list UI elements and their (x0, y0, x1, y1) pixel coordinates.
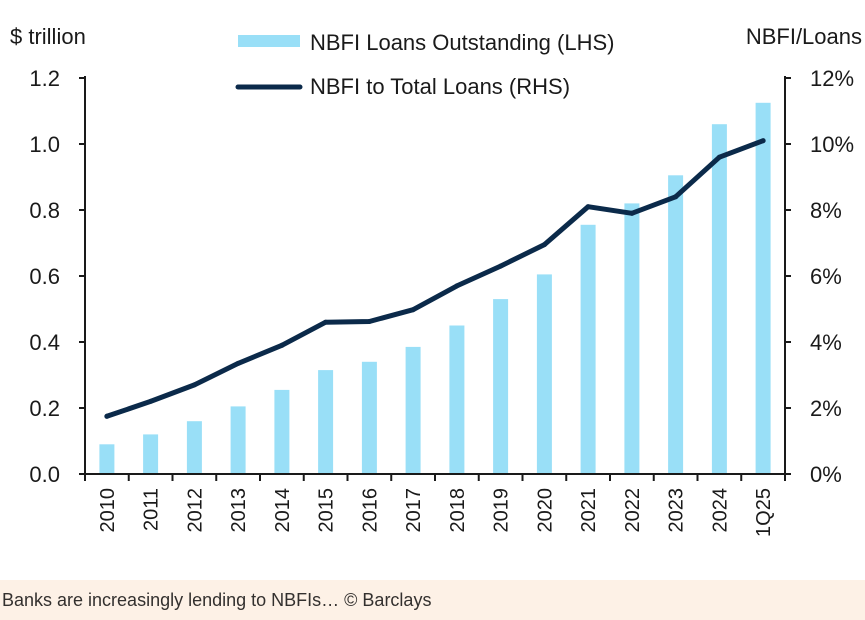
legend-line-label: NBFI to Total Loans (RHS) (310, 74, 570, 99)
series-line-nbfi-to-total-loans (104, 138, 766, 419)
x-tick-label: 2015 (316, 488, 338, 533)
left-tick-label: 0.6 (29, 264, 60, 289)
bar-2023 (668, 175, 684, 475)
right-tick-label: 8% (810, 198, 842, 223)
caption-bar: Banks are increasingly lending to NBFIs…… (0, 580, 865, 620)
x-tick-label: 2010 (97, 488, 119, 533)
left-axis-title: $ trillion (10, 24, 86, 49)
legend-bar-label: NBFI Loans Outstanding (LHS) (310, 30, 614, 55)
line-point-2023 (673, 194, 679, 200)
x-tick-label: 2024 (709, 488, 731, 533)
x-tick-label: 2011 (141, 488, 163, 531)
line-point-2019 (498, 263, 504, 269)
line-point-2010 (104, 413, 110, 419)
x-tick-label: 2021 (578, 488, 600, 533)
right-tick-label: 10% (810, 132, 854, 157)
line-point-2021 (585, 204, 591, 210)
bar-2016 (361, 361, 377, 474)
right-tick-label: 6% (810, 264, 842, 289)
legend-bar-swatch (238, 35, 300, 47)
bar-2024 (711, 124, 727, 474)
right-tick-label: 0% (810, 462, 842, 487)
bar-2014 (274, 389, 290, 474)
x-tick-label: 2023 (666, 488, 688, 533)
x-tick-label: 2019 (491, 488, 513, 533)
line-point-2016 (366, 319, 372, 324)
x-tick-label: 2018 (447, 488, 469, 533)
bar-2013 (230, 406, 246, 474)
line-point-2013 (235, 360, 241, 366)
bar-2012 (186, 421, 202, 474)
x-tick-label: 2017 (403, 488, 425, 533)
right-axis-title: NBFI/Loans (746, 24, 862, 49)
left-tick-label: 1.2 (29, 66, 60, 91)
right-tick-label: 2% (810, 396, 842, 421)
line-point-2022 (629, 210, 635, 216)
line-point-2024 (716, 154, 722, 160)
bar-2011 (143, 434, 159, 474)
right-tick-label: 4% (810, 330, 842, 355)
bar-2021 (580, 224, 596, 474)
line-point-2020 (541, 242, 547, 248)
left-tick-label: 1.0 (29, 132, 60, 157)
bar-2015 (318, 370, 334, 474)
x-tick-label: 2020 (534, 488, 556, 533)
left-tick-label: 0.4 (29, 330, 60, 355)
x-tick-label: 2022 (622, 488, 644, 533)
bar-1Q25 (755, 102, 771, 475)
right-tick-label: 12% (810, 66, 854, 91)
x-tick-label: 2013 (228, 488, 250, 533)
chart: $ trillion NBFI/Loans NBFI Loans Outstan… (10, 24, 862, 537)
bar-2010 (99, 444, 115, 474)
bar-2017 (405, 346, 421, 474)
line-point-2017 (410, 307, 416, 313)
line-point-2014 (279, 342, 285, 348)
bar-2020 (536, 274, 552, 474)
left-tick-label: 0.2 (29, 396, 60, 421)
x-tick-label: 1Q25 (753, 488, 775, 537)
bar-2022 (624, 203, 640, 474)
line-point-1Q25 (760, 138, 766, 144)
x-tick-label: 2014 (272, 488, 294, 533)
left-tick-label: 0.0 (29, 462, 60, 487)
left-tick-label: 0.8 (29, 198, 60, 223)
line-point-2015 (323, 319, 329, 325)
x-tick-label: 2016 (359, 488, 381, 533)
line-point-2018 (454, 283, 460, 289)
bar-2019 (493, 299, 509, 474)
bar-2018 (449, 325, 465, 474)
line-point-2012 (191, 382, 197, 388)
line-point-2011 (148, 398, 154, 404)
x-tick-label: 2012 (184, 488, 206, 533)
caption-text: Banks are increasingly lending to NBFIs…… (2, 590, 432, 610)
